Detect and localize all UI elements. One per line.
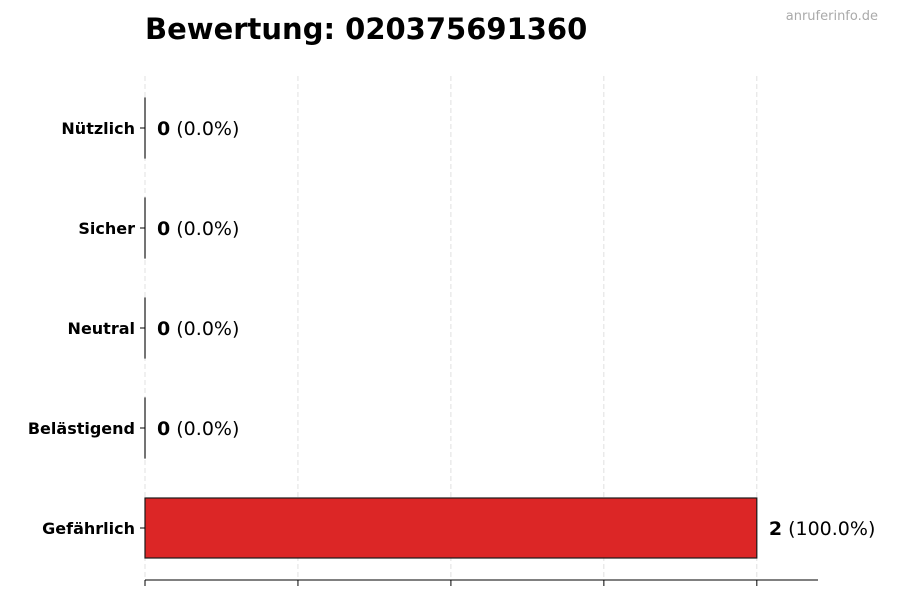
data-label: 0 (0.0%) <box>157 418 239 440</box>
y-tick-label: Sicher <box>78 219 135 238</box>
y-tick-label: Belästigend <box>28 419 135 438</box>
bar-gefährlich <box>144 497 758 559</box>
chart-title: Bewertung: 020375691360 <box>145 12 588 46</box>
y-tick-label: Gefährlich <box>42 519 135 538</box>
watermark: anruferinfo.de <box>785 9 878 24</box>
y-tick-label: Neutral <box>68 319 135 338</box>
data-label: 0 (0.0%) <box>157 318 239 340</box>
data-label: 0 (0.0%) <box>157 118 239 140</box>
data-label: 0 (0.0%) <box>157 218 239 240</box>
y-tick-label: Nützlich <box>61 119 135 138</box>
data-label: 2 (100.0%) <box>769 518 876 540</box>
